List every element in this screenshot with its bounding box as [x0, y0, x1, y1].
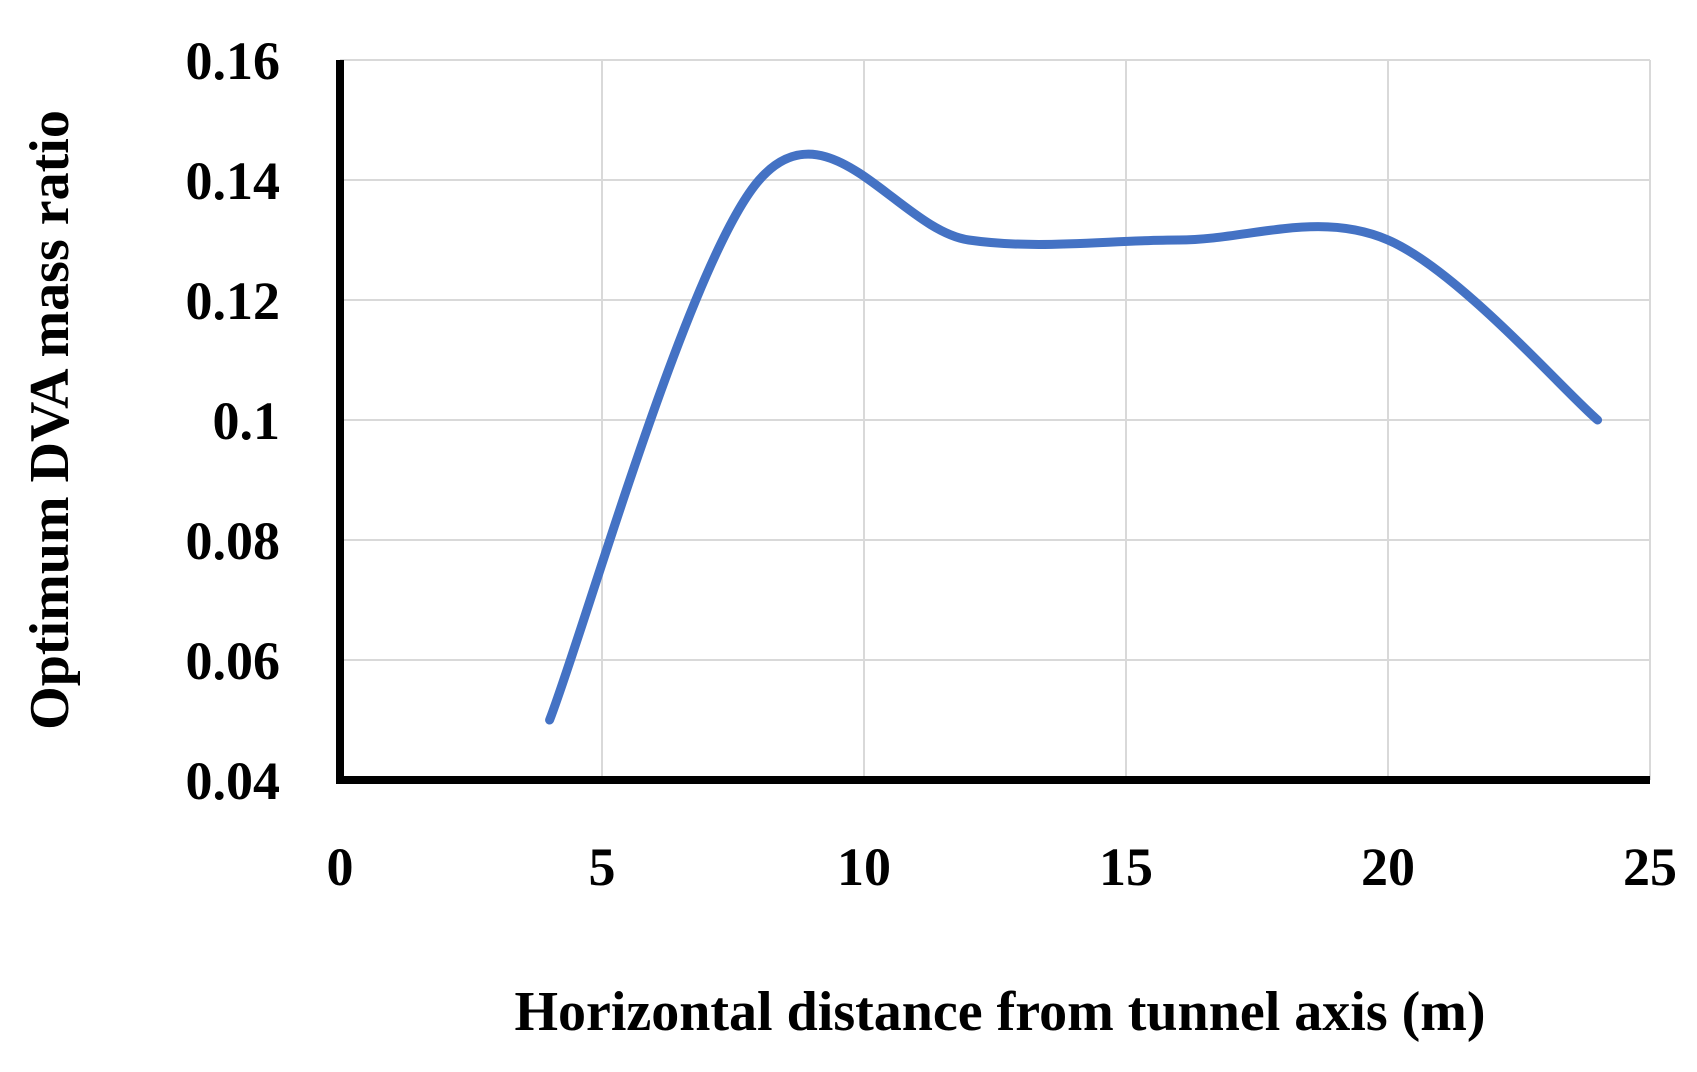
- x-tick-label: 25: [1623, 837, 1677, 897]
- x-tick-label: 20: [1361, 837, 1415, 897]
- y-tick-label: 0.06: [186, 631, 281, 691]
- x-tick-label: 10: [837, 837, 891, 897]
- series-layer: [545, 149, 1603, 725]
- x-tick-label: 0: [327, 837, 354, 897]
- y-tick-labels: 0.04 0.06 0.08 0.1 0.12 0.14 0.16: [186, 31, 281, 811]
- y-tick-label: 0.16: [186, 31, 281, 91]
- y-tick-label: 0.14: [186, 151, 281, 211]
- y-tick-label: 0.08: [186, 511, 281, 571]
- x-tick-labels: 0 5 10 15 20 25: [327, 837, 1678, 897]
- x-tick-label: 15: [1099, 837, 1153, 897]
- y-axis-title: Optimum DVA mass ratio: [19, 110, 81, 730]
- y-tick-label: 0.1: [213, 391, 281, 451]
- x-axis-title: Horizontal distance from tunnel axis (m): [514, 981, 1485, 1043]
- gridlines: [340, 59, 1651, 780]
- y-tick-label: 0.04: [186, 751, 281, 811]
- x-tick-label: 5: [589, 837, 616, 897]
- series-line-0: [545, 149, 1603, 725]
- y-tick-label: 0.12: [186, 271, 281, 331]
- axes: [336, 60, 1650, 784]
